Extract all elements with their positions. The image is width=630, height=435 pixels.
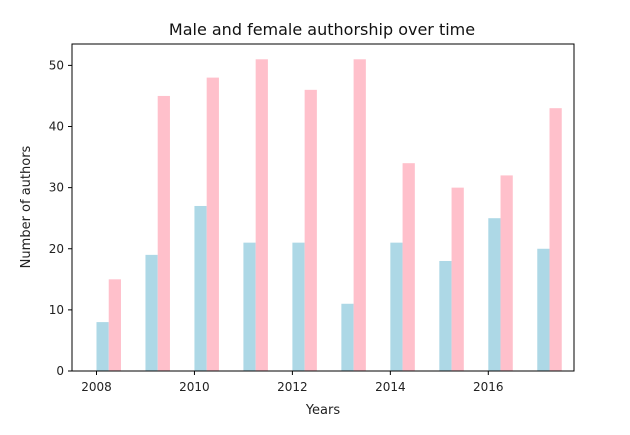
x-tick-label: 2014 (375, 380, 406, 394)
x-axis-ticks: 2008 2010 2012 2014 2016 (81, 371, 504, 394)
bar-series-0-2015 (439, 260, 452, 371)
y-axis-ticks: 0 10 20 30 40 50 (49, 58, 72, 378)
x-tick-label: 2010 (179, 380, 210, 394)
x-tick-label: 2008 (81, 380, 112, 394)
bar-series-1-2016 (500, 175, 513, 371)
bar-series-1-2013 (353, 59, 366, 372)
bar-series-1-2010 (206, 77, 219, 371)
x-tick-label: 2012 (277, 380, 308, 394)
bar-series-0-2012 (292, 242, 305, 371)
bar-series-0-2016 (488, 218, 501, 371)
bar-series-1-2008 (108, 279, 121, 371)
bar-series-1-2015 (451, 187, 464, 371)
bar-series-0-2010 (194, 205, 207, 371)
x-tick-label: 2016 (473, 380, 504, 394)
bar-series-0-2009 (145, 254, 158, 371)
y-tick-label: 10 (49, 303, 64, 317)
y-axis-label: Number of authors (19, 145, 34, 268)
bar-series-0-2017 (537, 248, 550, 371)
bars (96, 59, 562, 372)
x-axis-label: Years (305, 403, 341, 418)
y-tick-label: 30 (49, 181, 64, 195)
y-tick-label: 0 (56, 364, 64, 378)
y-tick-label: 20 (49, 242, 64, 256)
bar-series-1-2017 (549, 108, 562, 372)
bar-series-0-2008 (96, 322, 109, 371)
y-tick-label: 50 (49, 58, 64, 72)
bar-series-0-2014 (390, 242, 403, 371)
bar-series-1-2014 (402, 163, 415, 371)
y-tick-label: 40 (49, 120, 64, 134)
bar-series-0-2013 (341, 303, 354, 371)
plot-frame (71, 43, 575, 372)
bar-series-1-2011 (255, 59, 268, 372)
bar-series-1-2009 (157, 95, 170, 371)
chart-title: Male and female authorship over time (169, 20, 475, 39)
bar-series-1-2012 (304, 89, 317, 371)
bar-series-0-2011 (243, 242, 256, 371)
